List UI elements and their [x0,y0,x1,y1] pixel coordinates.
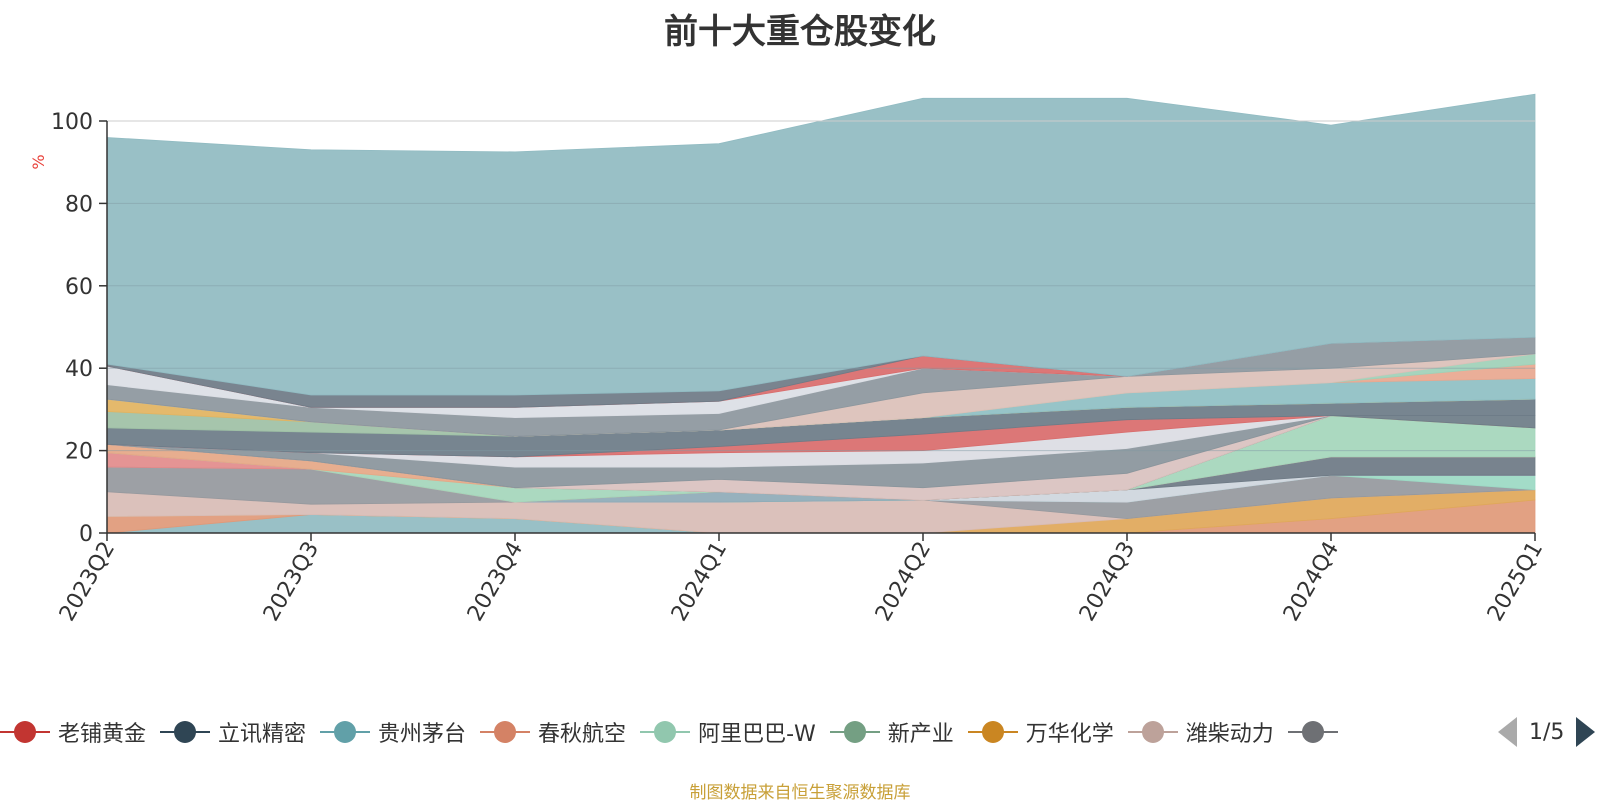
x-tick-label: 2023Q3 [259,538,324,626]
axes [106,121,1536,541]
legend-label: 贵州茅台 [378,722,467,747]
legend-label: 老铺黄金 [58,722,147,747]
y-tick-label: 40 [65,357,93,382]
legend-next-page-icon[interactable] [1576,717,1596,747]
legend-page-indicator: 1/5 [1529,719,1565,745]
legend-item[interactable]: 春秋航空 [480,716,626,748]
legend-marker-icon [640,719,691,745]
y-tick-label: 60 [65,275,93,300]
legend-label: 新产业 [887,722,954,747]
y-axis-label: % [29,154,48,169]
legend-label: 立讯精密 [218,722,307,747]
grid-lines [99,120,1535,534]
x-tick-label: 2023Q2 [55,538,120,626]
area-series-28 [106,93,1536,396]
legend-item[interactable]: 新产业 [829,716,954,748]
legend-marker-icon [320,719,371,745]
source-note: 制图数据来自恒生聚源数据库 [689,783,911,803]
chart-title: 前十大重仓股变化 [664,12,936,52]
legend-label: 万华化学 [1025,722,1114,747]
legend-label: 阿里巴巴-W [698,722,816,747]
legend-item[interactable]: 贵州茅台 [320,716,466,748]
legend-item[interactable]: 万华化学 [967,716,1114,748]
x-tick-label: 2024Q4 [1279,538,1344,626]
x-tick-label: 2024Q1 [667,538,732,626]
legend-label: 春秋航空 [538,722,627,747]
x-tick-label: 2024Q2 [871,538,936,626]
y-tick-label: 0 [79,522,93,547]
y-tick-label: 80 [65,192,93,217]
legend-item[interactable] [1287,719,1346,745]
legend-marker-icon [160,719,211,745]
legend-items: 老铺黄金 立讯精密 贵州茅台 春秋航空 阿里巴巴-W 新产业 万华化学 潍柴动力 [0,712,1360,752]
legend-item[interactable]: 阿里巴巴-W [640,716,816,748]
y-tick-label: 20 [65,440,93,465]
legend-pager: 1/5 [1498,712,1596,752]
x-tick-label: 2023Q4 [463,538,528,626]
area-series-layer [106,93,1536,534]
legend-marker-icon [967,719,1018,745]
x-tick-label: 2025Q1 [1483,538,1548,626]
legend-marker-icon [480,719,531,745]
legend-marker-icon [0,719,50,745]
legend: 老铺黄金 立讯精密 贵州茅台 春秋航空 阿里巴巴-W 新产业 万华化学 潍柴动力 1/5 [0,712,1600,752]
legend-marker-icon [1127,719,1178,745]
legend-item[interactable]: 潍柴动力 [1127,716,1274,748]
x-tick-label: 2024Q3 [1075,538,1140,626]
legend-marker-icon [829,719,880,745]
legend-marker-icon [1287,719,1338,745]
legend-item[interactable]: 老铺黄金 [0,716,146,748]
y-tick-label: 100 [51,110,93,135]
legend-item[interactable]: 立讯精密 [160,716,306,748]
legend-prev-page-icon[interactable] [1498,717,1517,747]
legend-label: 潍柴动力 [1185,722,1274,747]
